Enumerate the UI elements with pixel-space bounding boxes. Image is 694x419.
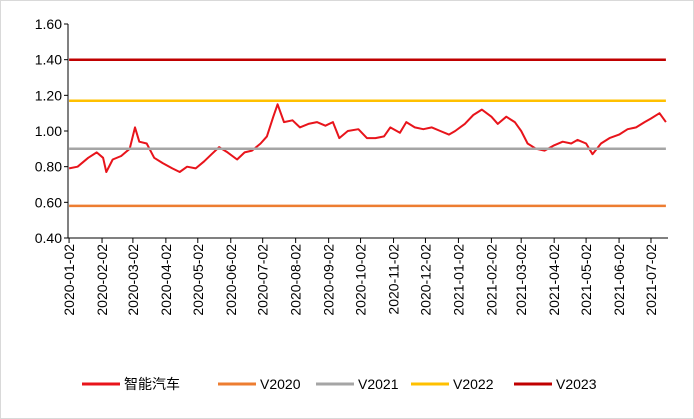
legend-label: V2023 [556, 376, 597, 392]
x-tick-label: 2020-10-02 [353, 244, 369, 316]
legend-label: V2020 [260, 376, 301, 392]
x-tick-label: 2021-01-02 [450, 244, 466, 316]
x-tick-label: 2021-04-02 [546, 244, 562, 316]
legend-label: V2021 [358, 376, 399, 392]
x-tick-label: 2020-08-02 [288, 244, 304, 316]
legend-label: 智能汽车 [124, 376, 180, 392]
x-tick-label: 2020-04-02 [158, 244, 174, 316]
y-tick-label: 0.80 [35, 159, 62, 175]
x-tick-label: 2020-02-02 [94, 244, 110, 316]
x-tick-label: 2020-06-02 [223, 244, 239, 316]
x-tick-label: 2020-07-02 [255, 244, 271, 316]
x-tick-label: 2020-05-02 [190, 244, 206, 316]
x-tick-label: 2020-01-02 [61, 244, 77, 316]
y-tick-label: 1.40 [35, 52, 62, 68]
x-tick-label: 2021-07-02 [643, 244, 659, 316]
x-tick-label: 2020-11-02 [386, 244, 402, 315]
x-tick-label: 2021-06-02 [611, 244, 627, 316]
y-tick-label: 0.40 [35, 230, 62, 246]
legend-label: V2022 [453, 376, 494, 392]
x-tick-label: 2021-02-02 [483, 244, 499, 316]
x-tick-label: 2020-03-02 [125, 244, 141, 316]
y-tick-label: 1.60 [35, 16, 62, 32]
x-tick-label: 2021-03-02 [513, 244, 529, 316]
x-tick-label: 2020-09-02 [321, 244, 337, 316]
line-series [68, 103, 667, 173]
y-tick-label: 1.00 [35, 123, 62, 139]
y-tick-label: 1.20 [35, 87, 62, 103]
x-tick-label: 2021-05-02 [578, 244, 594, 316]
y-tick-label: 0.60 [35, 194, 62, 210]
x-tick-label: 2020-12-02 [417, 244, 433, 316]
